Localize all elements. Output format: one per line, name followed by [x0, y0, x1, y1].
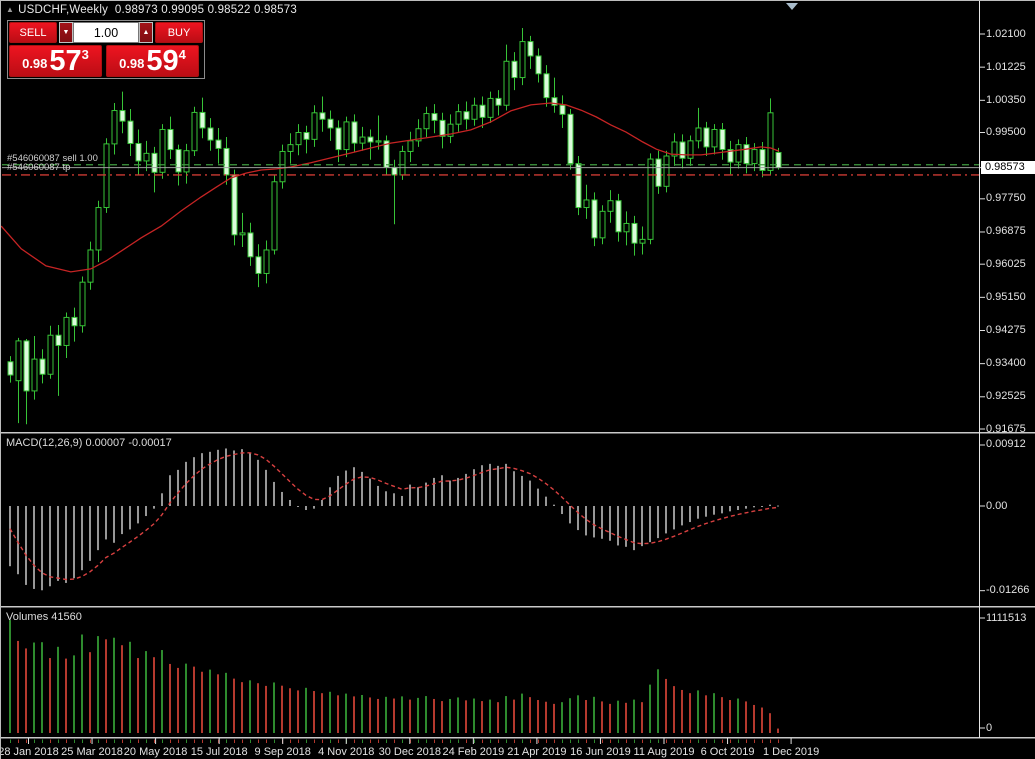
- price-axis-label: 0.93400: [986, 357, 1026, 370]
- price-axis-label: 0.99500: [986, 126, 1026, 138]
- sell-price-prefix: 0.98: [22, 56, 48, 71]
- price-axis-label: 0.96875: [986, 225, 1026, 238]
- sell-price-button[interactable]: 0.98 57 3: [9, 45, 102, 77]
- symbol-marker-icon: ▲: [6, 5, 15, 14]
- sell-button[interactable]: SELL: [9, 22, 57, 43]
- volume-decrease-button[interactable]: ▼: [59, 22, 73, 43]
- sell-price-pip-digit: 3: [81, 47, 89, 62]
- symbol-title: USDCHF,Weekly: [18, 4, 109, 16]
- price-axis-label: 0.91675: [986, 422, 1026, 435]
- macd-signal-value: -0.00017: [128, 437, 172, 449]
- date-axis-label: 9 Sep 2018: [254, 746, 311, 758]
- volume-axis-label: 1111513: [986, 611, 1027, 624]
- order-tp-label: #546060087 tp: [7, 162, 71, 173]
- date-axis-label: 6 Oct 2019: [700, 746, 755, 758]
- volumes-value: 41560: [51, 611, 82, 623]
- volume-input[interactable]: 1.00: [73, 22, 139, 43]
- date-axis-label: 1 Dec 2019: [762, 746, 820, 758]
- chart-title: ▲ USDCHF,Weekly 0.98973 0.99095 0.98522 0…: [6, 4, 297, 16]
- price-axis-label: 0.92525: [986, 390, 1026, 403]
- price-axis-label: 1.02100: [986, 27, 1026, 40]
- date-axis-label: 4 Nov 2018: [318, 746, 375, 758]
- ohlc-readout: 0.98973 0.99095 0.98522 0.98573: [114, 4, 297, 16]
- price-axis-label: 0.94275: [986, 323, 1026, 336]
- macd-axis-label: 0.00912: [986, 438, 1026, 451]
- price-axis-label: 0.96025: [986, 257, 1026, 270]
- macd-axis-label: 0.00: [986, 499, 1008, 512]
- one-click-trading-panel: SELL ▼ 1.00 ▲ BUY 0.98 57 3 0.98 59 4: [7, 20, 205, 79]
- volumes-name: Volumes: [6, 611, 49, 623]
- volume-axis-label: 0: [986, 721, 993, 734]
- price-axis-label: 0.97750: [986, 192, 1026, 205]
- macd-axis-label: -0.01266: [986, 584, 1030, 597]
- date-axis-label: 11 Aug 2019: [633, 746, 695, 758]
- buy-price-prefix: 0.98: [119, 56, 145, 71]
- date-axis-label: 21 Apr 2019: [507, 746, 567, 758]
- trade-panel-top-row: SELL ▼ 1.00 ▲ BUY: [9, 22, 203, 43]
- trade-panel-price-row: 0.98 57 3 0.98 59 4: [9, 43, 203, 77]
- date-axis-label: 24 Feb 2019: [442, 746, 505, 758]
- buy-price-button[interactable]: 0.98 59 4: [106, 45, 199, 77]
- macd-name: MACD(12,26,9): [6, 437, 83, 449]
- buy-price-pip-digit: 4: [178, 47, 186, 62]
- current-price-box: 0.98573: [981, 161, 1035, 174]
- date-axis-label: 30 Dec 2018: [378, 746, 441, 758]
- date-axis-label: 15 Jul 2018: [190, 746, 248, 758]
- buy-button[interactable]: BUY: [155, 22, 203, 43]
- date-axis-label: 28 Jan 2018: [0, 746, 59, 758]
- price-axis-label: 1.00350: [986, 93, 1026, 106]
- buy-price-big-digits: 59: [146, 45, 179, 77]
- sell-price-big-digits: 57: [49, 45, 82, 77]
- volumes-indicator-label: Volumes 41560: [6, 611, 82, 623]
- volume-stepper: ▼ 1.00 ▲: [59, 22, 153, 43]
- chart-shift-marker: [786, 3, 798, 10]
- macd-value: 0.00007: [85, 437, 126, 449]
- date-axis-label: 20 May 2018: [123, 746, 188, 758]
- date-axis-label: 16 Jun 2019: [570, 746, 631, 758]
- order-sell-label: #546060087 sell 1.00: [7, 153, 98, 164]
- price-axis-label: 1.01225: [986, 60, 1026, 73]
- macd-indicator-label: MACD(12,26,9) 0.00007 -0.00017: [6, 437, 172, 449]
- price-axis-label: 0.95150: [986, 290, 1026, 303]
- date-axis-label: 25 Mar 2018: [61, 746, 123, 758]
- volume-increase-button[interactable]: ▲: [139, 22, 153, 43]
